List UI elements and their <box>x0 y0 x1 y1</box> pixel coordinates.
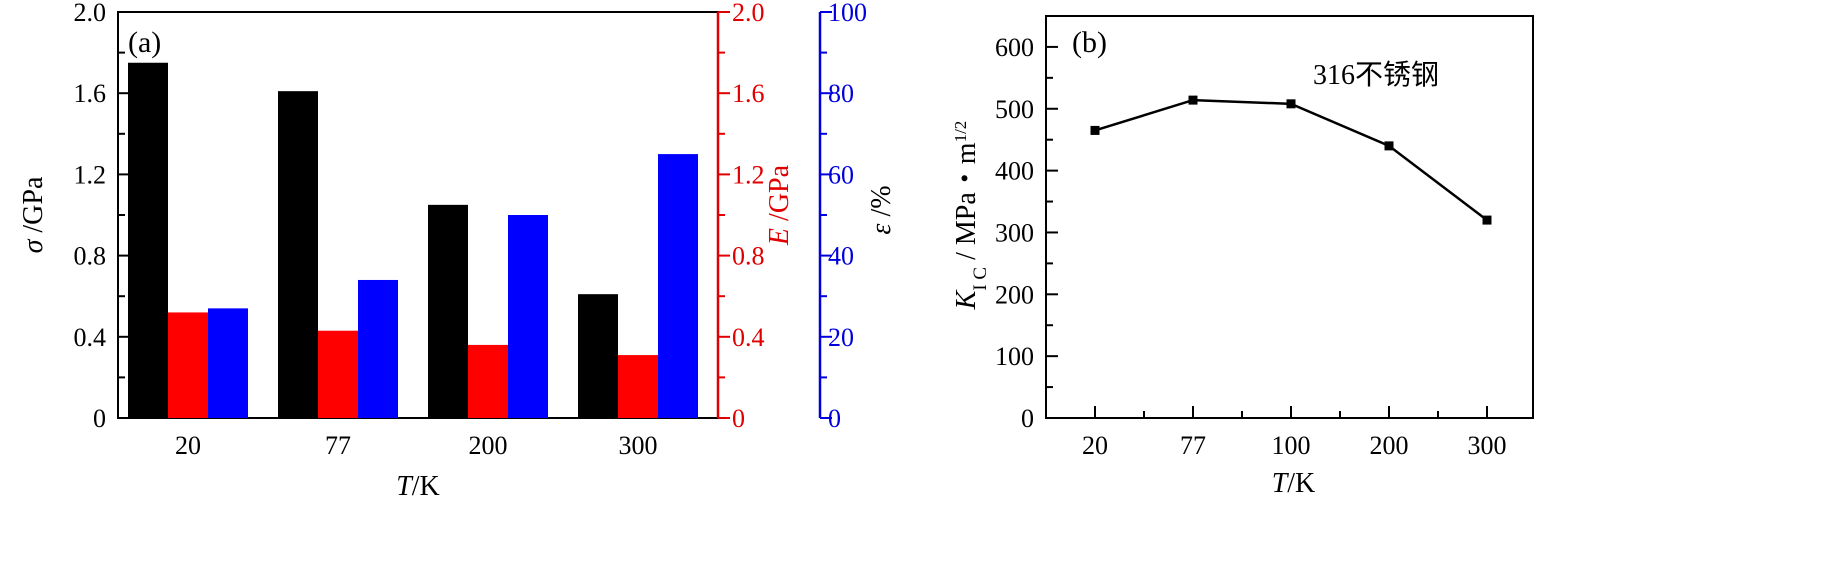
y-tick-label: 300 <box>995 218 1034 247</box>
y-tick-label: 0 <box>828 404 841 433</box>
y-axis-title-epsilon: ε /% <box>866 185 897 234</box>
x-tick-label: 100 <box>1272 431 1311 460</box>
bar <box>168 312 208 418</box>
panel-b-label: (b) <box>1072 26 1107 59</box>
left-axis-sigma: 0 0.4 0.8 1.2 1.6 2.0 <box>74 0 130 433</box>
panel-b-x-axis-title: T/K <box>1272 468 1316 499</box>
data-point <box>1188 95 1198 105</box>
series-annotation: 316不锈钢 <box>1313 59 1439 91</box>
x-tick-label: 300 <box>619 431 658 460</box>
x-tick-label: 77 <box>325 431 351 460</box>
panel-a-x-axis-title: T/K <box>396 471 440 502</box>
y-tick-label: 0 <box>1021 404 1034 433</box>
panel-b-y-axis-title: KI C / MPa・m1/2 <box>951 121 991 311</box>
data-point <box>1482 215 1492 225</box>
data-point <box>1384 141 1394 151</box>
y-tick-label: 1.2 <box>732 160 765 189</box>
y-tick-label: 1.6 <box>74 79 107 108</box>
panel-a: (a) 0 0.4 0.8 1.2 1.6 2.0 0 0.4 0.8 1.2 1.6 2.0 0 2… <box>18 0 897 502</box>
y-tick-label: 80 <box>828 79 854 108</box>
bar <box>468 344 508 418</box>
y-tick-label: 0.4 <box>732 323 765 352</box>
y-tick-label: 500 <box>995 95 1034 124</box>
y-tick-label: 60 <box>828 160 854 189</box>
bars-group <box>128 62 698 419</box>
y-tick-label: 0.8 <box>74 242 107 271</box>
y-tick-label: 1.2 <box>74 160 107 189</box>
y-axis-title-e: E /GPa <box>764 164 795 246</box>
y-tick-label: 100 <box>828 0 867 27</box>
y-tick-label: 0 <box>93 404 106 433</box>
y-tick-label: 100 <box>995 342 1034 371</box>
panel-b-y-axis: 0 100 200 300 400 500 600 <box>995 33 1058 433</box>
bar <box>508 215 548 418</box>
y-axis-title-sigma: σ /GPa <box>18 176 49 253</box>
bar <box>618 355 658 418</box>
y-tick-label: 20 <box>828 323 854 352</box>
bar <box>128 62 168 418</box>
y-tick-label: 0.4 <box>74 323 107 352</box>
bar <box>578 294 618 418</box>
line-series <box>1090 95 1492 225</box>
panel-b-x-axis: 20 77 100 200 300 <box>1082 406 1507 460</box>
y-tick-label: 1.6 <box>732 79 765 108</box>
data-point <box>1286 99 1296 109</box>
x-tick-label: 200 <box>1370 431 1409 460</box>
panel-b: (b) 0 100 200 300 400 500 600 20 77 100 200 300 31… <box>951 15 1534 499</box>
y-tick-label: 0 <box>732 404 745 433</box>
bar <box>358 279 398 418</box>
y-tick-label: 400 <box>995 157 1034 186</box>
y-tick-label: 600 <box>995 33 1034 62</box>
bar <box>428 204 468 418</box>
x-tick-label: 200 <box>469 431 508 460</box>
y-tick-label: 40 <box>828 242 854 271</box>
data-point <box>1090 125 1100 135</box>
series-line <box>1094 98 1488 222</box>
bar <box>318 330 358 418</box>
y-tick-label: 200 <box>995 280 1034 309</box>
x-tick-label: 300 <box>1468 431 1507 460</box>
x-tick-label: 20 <box>175 431 201 460</box>
bar <box>208 308 248 418</box>
y-tick-label: 2.0 <box>74 0 107 27</box>
right-axis-e: 0 0.4 0.8 1.2 1.6 2.0 <box>716 0 765 433</box>
panel-b-frame <box>1045 15 1534 419</box>
right-axis-epsilon: 0 20 40 60 80 100 <box>818 0 867 433</box>
y-tick-label: 0.8 <box>732 242 765 271</box>
panel-a-label: (a) <box>128 26 161 59</box>
panel-a-x-axis: 20 77 200 300 <box>175 431 658 460</box>
x-tick-label: 77 <box>1180 431 1206 460</box>
bar <box>658 154 698 418</box>
x-tick-label: 20 <box>1082 431 1108 460</box>
y-tick-label: 2.0 <box>732 0 765 27</box>
bar <box>278 91 318 419</box>
